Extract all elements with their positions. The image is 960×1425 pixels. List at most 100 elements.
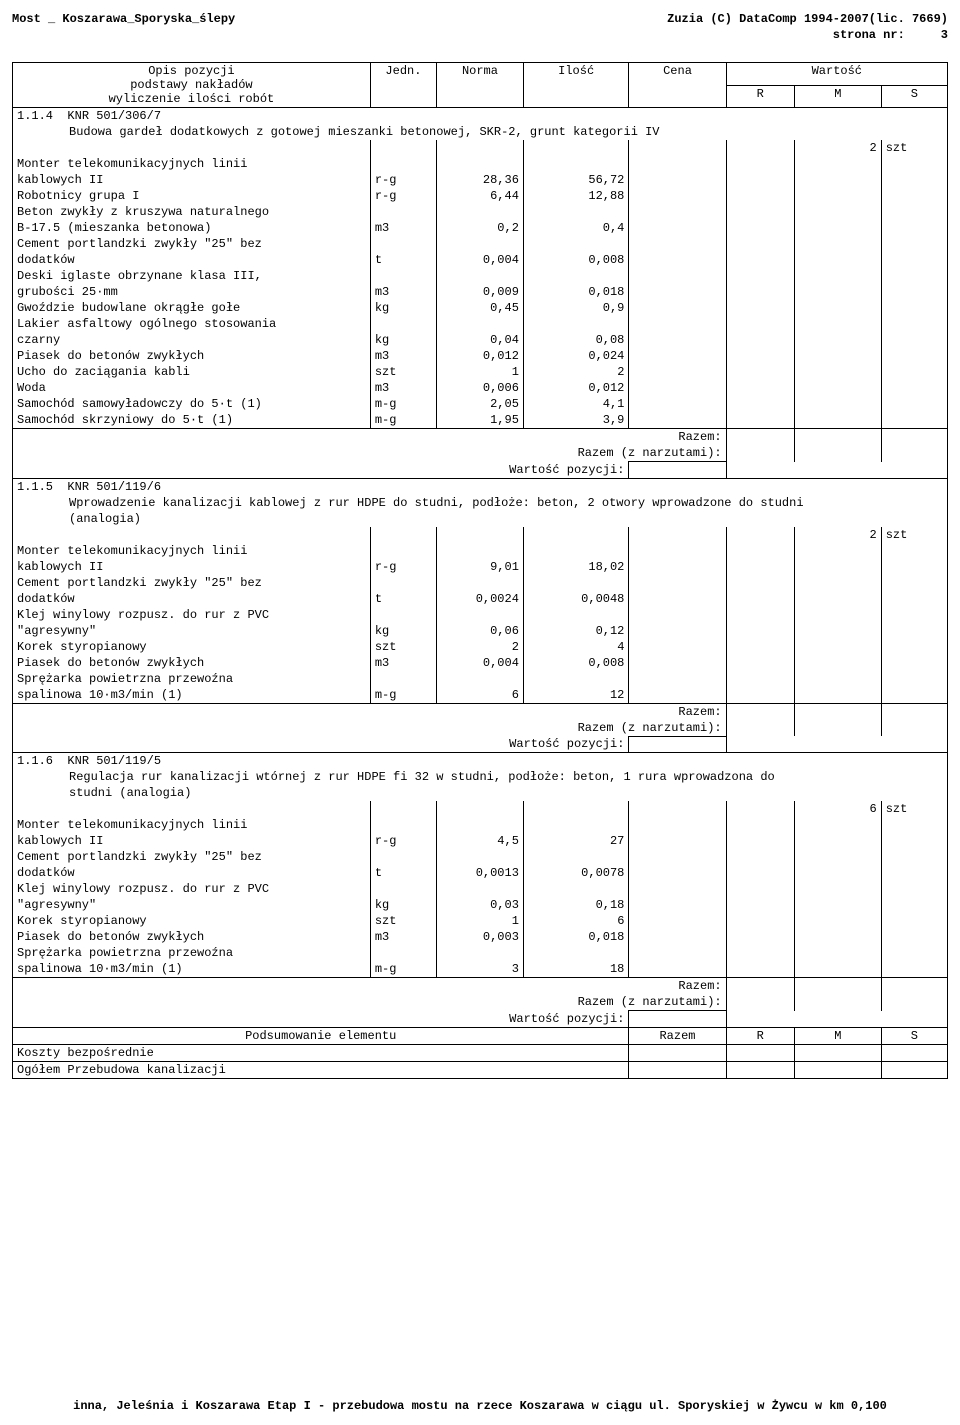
item-label: kablowych II bbox=[13, 559, 371, 575]
col-wartosc: Wartość bbox=[726, 63, 947, 86]
table-row: Beton zwykły z kruszywa naturalnego bbox=[13, 204, 948, 220]
item-label: kablowych II bbox=[13, 172, 371, 188]
section-114-qty: 2 szt bbox=[13, 140, 948, 156]
table-row: Samochód samowyładowczy do 5·t (1)m-g2,0… bbox=[13, 396, 948, 412]
summary-row-label: Ogółem Przebudowa kanalizacji bbox=[13, 1061, 629, 1078]
sec-desc: Wprowadzenie kanalizacji kablowej z rur … bbox=[13, 495, 948, 511]
sec-knr: KNR 501/119/5 bbox=[67, 754, 161, 768]
sum-razem: Razem: bbox=[13, 978, 948, 995]
sum-wartosc-poz: Wartość pozycji: bbox=[13, 1011, 948, 1028]
summary-title: Podsumowanie elementu bbox=[13, 1027, 629, 1044]
col-s: S bbox=[881, 85, 947, 108]
table-row: dodatkówt0,0040,008 bbox=[13, 252, 948, 268]
item-label: Klej winylowy rozpusz. do rur z PVC bbox=[13, 607, 371, 623]
table-row: czarnykg0,040,08 bbox=[13, 332, 948, 348]
razem-narzut-label: Razem (z narzutami): bbox=[13, 720, 727, 737]
col-cena: Cena bbox=[629, 63, 726, 108]
page-header: Most _ Koszarawa_Sporyska_ślepy Zuzia (C… bbox=[12, 12, 948, 26]
item-label: Korek styropianowy bbox=[13, 913, 371, 929]
section-116-desc1: Regulacja rur kanalizacji wtórnej z rur … bbox=[13, 769, 948, 785]
item-label: Monter telekomunikacyjnych linii bbox=[13, 156, 371, 172]
qty-unit: szt bbox=[881, 801, 947, 817]
table-row: Lakier asfaltowy ogólnego stosowania bbox=[13, 316, 948, 332]
summary-razem: Razem bbox=[629, 1027, 726, 1044]
header-right: Zuzia (C) DataComp 1994-2007(lic. 7669) bbox=[667, 12, 948, 26]
item-label: grubości 25·mm bbox=[13, 284, 371, 300]
section-116-qty: 6 szt bbox=[13, 801, 948, 817]
item-label: B-17.5 (mieszanka betonowa) bbox=[13, 220, 371, 236]
summary-row-label: Koszty bezpośrednie bbox=[13, 1044, 629, 1061]
col-ilosc: Ilość bbox=[523, 63, 628, 108]
table-row: Korek styropianowyszt24 bbox=[13, 639, 948, 655]
table-row: Cement portlandzki zwykły "25" bez bbox=[13, 575, 948, 591]
razem-narzut-label: Razem (z narzutami): bbox=[13, 445, 727, 462]
item-label: dodatków bbox=[13, 591, 371, 607]
sec-code: 1.1.4 bbox=[17, 109, 53, 123]
sum-wartosc-poz: Wartość pozycji: bbox=[13, 462, 948, 479]
table-row: Robotnicy grupa Ir-g6,4412,88 bbox=[13, 188, 948, 204]
table-row: Deski iglaste obrzynane klasa III, bbox=[13, 268, 948, 284]
section-116-desc2: studni (analogia) bbox=[13, 785, 948, 801]
page-label: strona nr: bbox=[833, 28, 905, 42]
section-115-qty: 2 szt bbox=[13, 527, 948, 543]
qty-value: 2 bbox=[794, 527, 881, 543]
section-114-title: 1.1.4 KNR 501/306/7 bbox=[13, 108, 948, 125]
item-label: Monter telekomunikacyjnych linii bbox=[13, 817, 371, 833]
summary-m: M bbox=[794, 1027, 881, 1044]
section-116-title: 1.1.6 KNR 501/119/5 bbox=[13, 753, 948, 770]
sum-razem-narzut: Razem (z narzutami): bbox=[13, 720, 948, 737]
sec-desc: Regulacja rur kanalizacji wtórnej z rur … bbox=[13, 769, 948, 785]
item-label: Sprężarka powietrzna przewoźna bbox=[13, 671, 371, 687]
summary-header-row: Podsumowanie elementu Razem R M S bbox=[13, 1027, 948, 1044]
sec-knr: KNR 501/306/7 bbox=[67, 109, 161, 123]
sum-razem: Razem: bbox=[13, 703, 948, 720]
table-row: kablowych IIr-g9,0118,02 bbox=[13, 559, 948, 575]
table-row: Monter telekomunikacyjnych linii bbox=[13, 543, 948, 559]
razem-label: Razem: bbox=[13, 703, 727, 720]
header-left: Most _ Koszarawa_Sporyska_ślepy bbox=[12, 12, 235, 26]
item-label: Lakier asfaltowy ogólnego stosowania bbox=[13, 316, 371, 332]
table-header-row: Opis pozycji podstawy nakładów wyliczeni… bbox=[13, 63, 948, 86]
sec-desc: Budowa gardeł dodatkowych z gotowej mies… bbox=[13, 124, 948, 140]
item-label: Piasek do betonów zwykłych bbox=[13, 348, 371, 364]
section-115-title: 1.1.5 KNR 501/119/6 bbox=[13, 478, 948, 495]
sum-razem-narzut: Razem (z narzutami): bbox=[13, 445, 948, 462]
summary-row: Ogółem Przebudowa kanalizacji bbox=[13, 1061, 948, 1078]
table-row: Ucho do zaciągania kabliszt12 bbox=[13, 364, 948, 380]
razem-label: Razem: bbox=[13, 978, 727, 995]
item-label: Woda bbox=[13, 380, 371, 396]
table-row: Monter telekomunikacyjnych linii bbox=[13, 156, 948, 172]
cost-table: Opis pozycji podstawy nakładów wyliczeni… bbox=[12, 62, 948, 1079]
item-label: Cement portlandzki zwykły "25" bez bbox=[13, 236, 371, 252]
item-label: Cement portlandzki zwykły "25" bez bbox=[13, 575, 371, 591]
opis-line1: Opis pozycji bbox=[148, 64, 234, 78]
summary-r: R bbox=[726, 1027, 794, 1044]
item-label: Klej winylowy rozpusz. do rur z PVC bbox=[13, 881, 371, 897]
razem-label: Razem: bbox=[13, 429, 727, 446]
table-row: Monter telekomunikacyjnych linii bbox=[13, 817, 948, 833]
wartosc-poz-label: Wartość pozycji: bbox=[13, 462, 629, 479]
item-label: Deski iglaste obrzynane klasa III, bbox=[13, 268, 371, 284]
sec-code: 1.1.5 bbox=[17, 480, 53, 494]
table-row: "agresywny"kg0,030,18 bbox=[13, 897, 948, 913]
item-label: dodatków bbox=[13, 252, 371, 268]
item-label: Sprężarka powietrzna przewoźna bbox=[13, 945, 371, 961]
item-label: czarny bbox=[13, 332, 371, 348]
sec-desc: studni (analogia) bbox=[13, 785, 948, 801]
table-row: grubości 25·mmm30,0090,018 bbox=[13, 284, 948, 300]
qty-value: 2 bbox=[794, 140, 881, 156]
item-label: Gwoździe budowlane okrągłe gołe bbox=[13, 300, 371, 316]
table-row: Klej winylowy rozpusz. do rur z PVC bbox=[13, 607, 948, 623]
sec-knr: KNR 501/119/6 bbox=[67, 480, 161, 494]
razem-narzut-label: Razem (z narzutami): bbox=[13, 994, 727, 1011]
table-row: Wodam30,0060,012 bbox=[13, 380, 948, 396]
page-number-line: strona nr: 3 bbox=[12, 28, 948, 42]
table-row: Klej winylowy rozpusz. do rur z PVC bbox=[13, 881, 948, 897]
summary-row: Koszty bezpośrednie bbox=[13, 1044, 948, 1061]
item-label: Beton zwykły z kruszywa naturalnego bbox=[13, 204, 371, 220]
table-row: "agresywny"kg0,060,12 bbox=[13, 623, 948, 639]
item-label: "agresywny" bbox=[13, 623, 371, 639]
qty-value: 6 bbox=[794, 801, 881, 817]
table-row: kablowych IIr-g28,3656,72 bbox=[13, 172, 948, 188]
wartosc-poz-label: Wartość pozycji: bbox=[13, 1011, 629, 1028]
